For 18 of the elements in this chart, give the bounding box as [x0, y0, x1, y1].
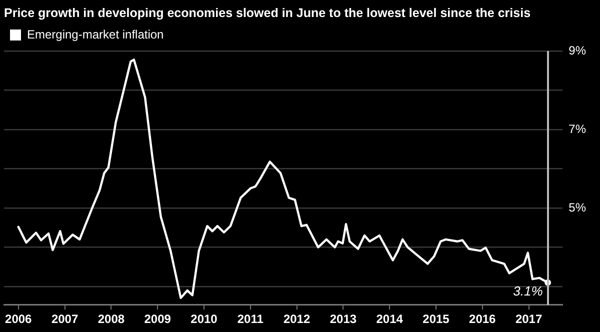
x-tick-label: 2010 [190, 312, 218, 326]
y-tick-label: 5% [568, 200, 586, 214]
annotation: 3.1% [513, 284, 543, 299]
x-tick-label: 2007 [51, 312, 78, 326]
y-tick-label: 7% [568, 122, 586, 136]
x-tick-label: 2013 [330, 312, 357, 326]
x-tick-label: 2006 [5, 312, 32, 326]
x-tick-label: 2017 [515, 312, 542, 326]
y-tick-label: 9% [568, 43, 586, 58]
legend-label: Emerging-market inflation [27, 27, 164, 42]
x-tick-label: 2014 [376, 312, 404, 326]
x-tick-label: 2011 [237, 312, 264, 326]
x-tick-label: 2016 [469, 312, 496, 326]
chart-title: Price growth in developing economies slowed in June to the lowest level since the crisis [4, 6, 531, 20]
x-tick-label: 2012 [283, 312, 310, 326]
x-tick-label: 2008 [98, 312, 125, 326]
x-tick-label: 2009 [144, 312, 172, 326]
x-tick-label: 2015 [422, 312, 450, 326]
